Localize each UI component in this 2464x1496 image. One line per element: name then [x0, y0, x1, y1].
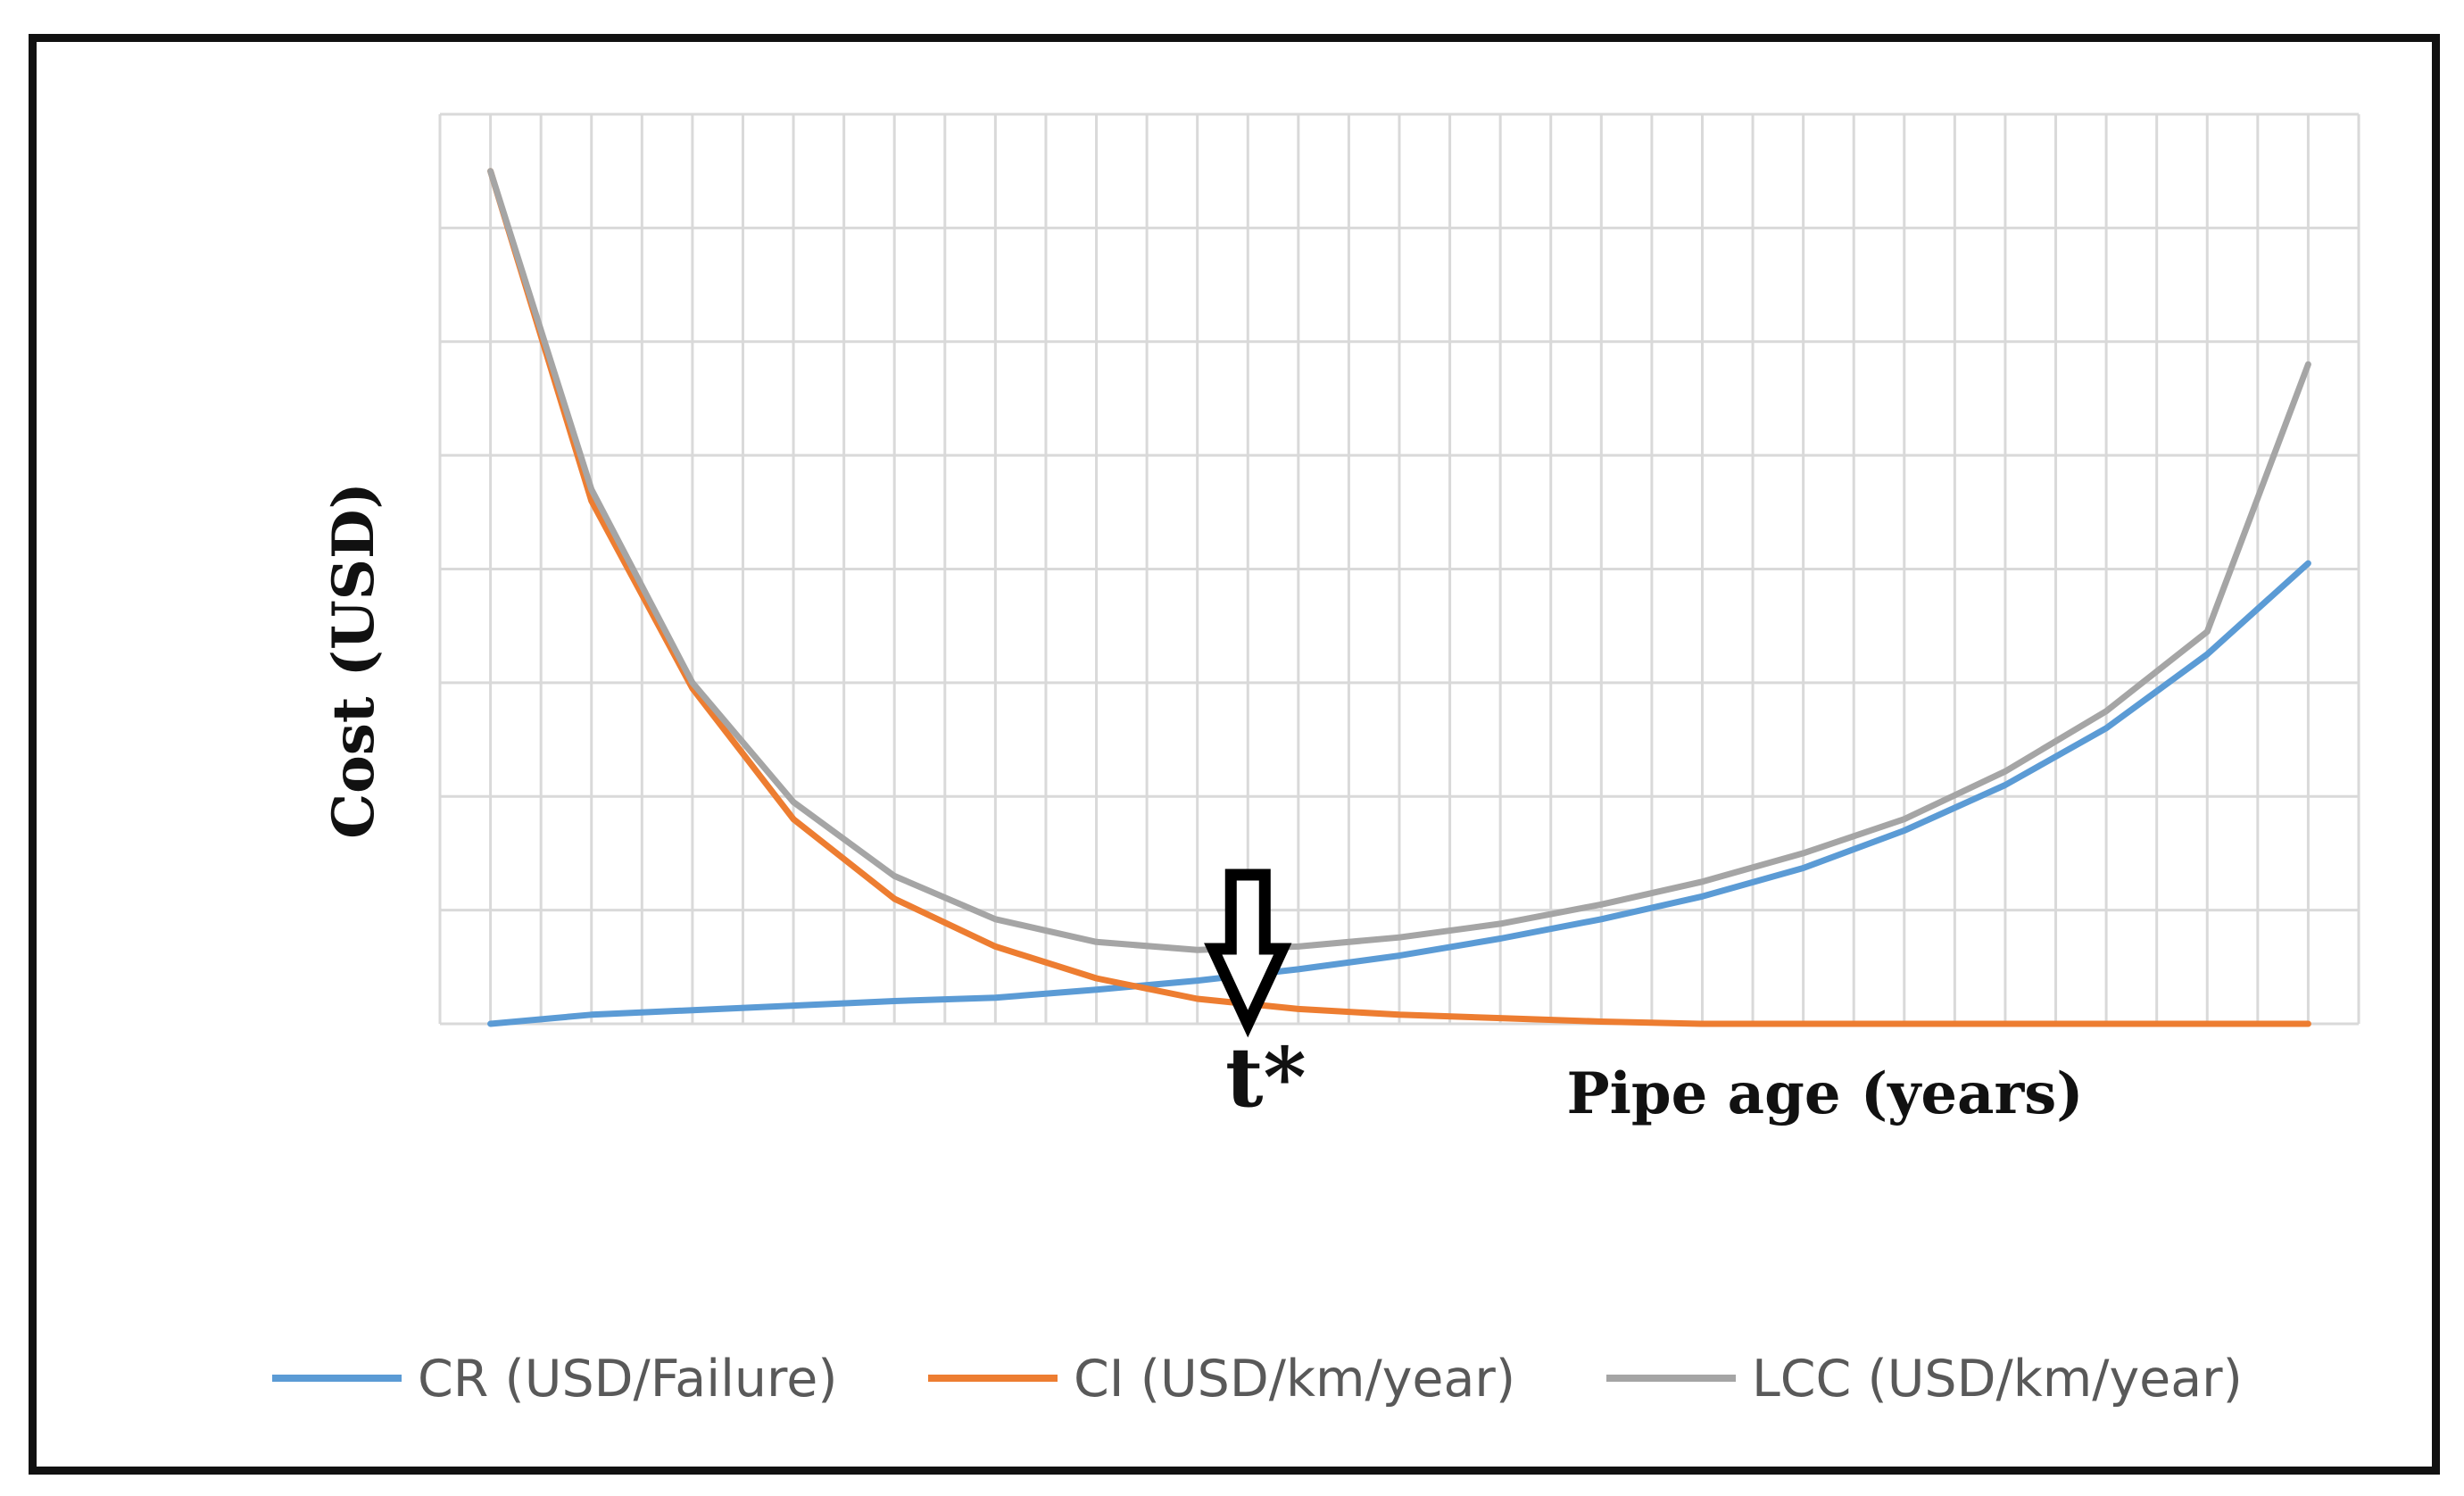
series-line-ci — [487, 168, 2311, 1027]
series-line-lcc — [487, 168, 2311, 953]
legend-label-ci: CI (USD/km/year) — [1074, 1350, 1515, 1409]
series-layer — [487, 168, 2311, 1027]
plot-gridlines — [438, 112, 2360, 1026]
optimal-age-arrow-icon — [1204, 869, 1292, 1038]
series-line-cr — [487, 560, 2311, 1027]
optimal-age-label: t* — [1225, 1029, 1307, 1126]
legend-label-cr: CR (USD/Failure) — [418, 1350, 838, 1409]
annotation-layer: t* — [1204, 869, 1307, 1126]
x-axis-label: Pipe age (years) — [1566, 1060, 2083, 1127]
legend-label-lcc: LCC (USD/km/year) — [1752, 1350, 2243, 1409]
legend: CR (USD/Failure) CI (USD/km/year) LCC (USD… — [272, 1350, 2243, 1409]
y-axis-label: Cost (USD) — [320, 482, 387, 839]
